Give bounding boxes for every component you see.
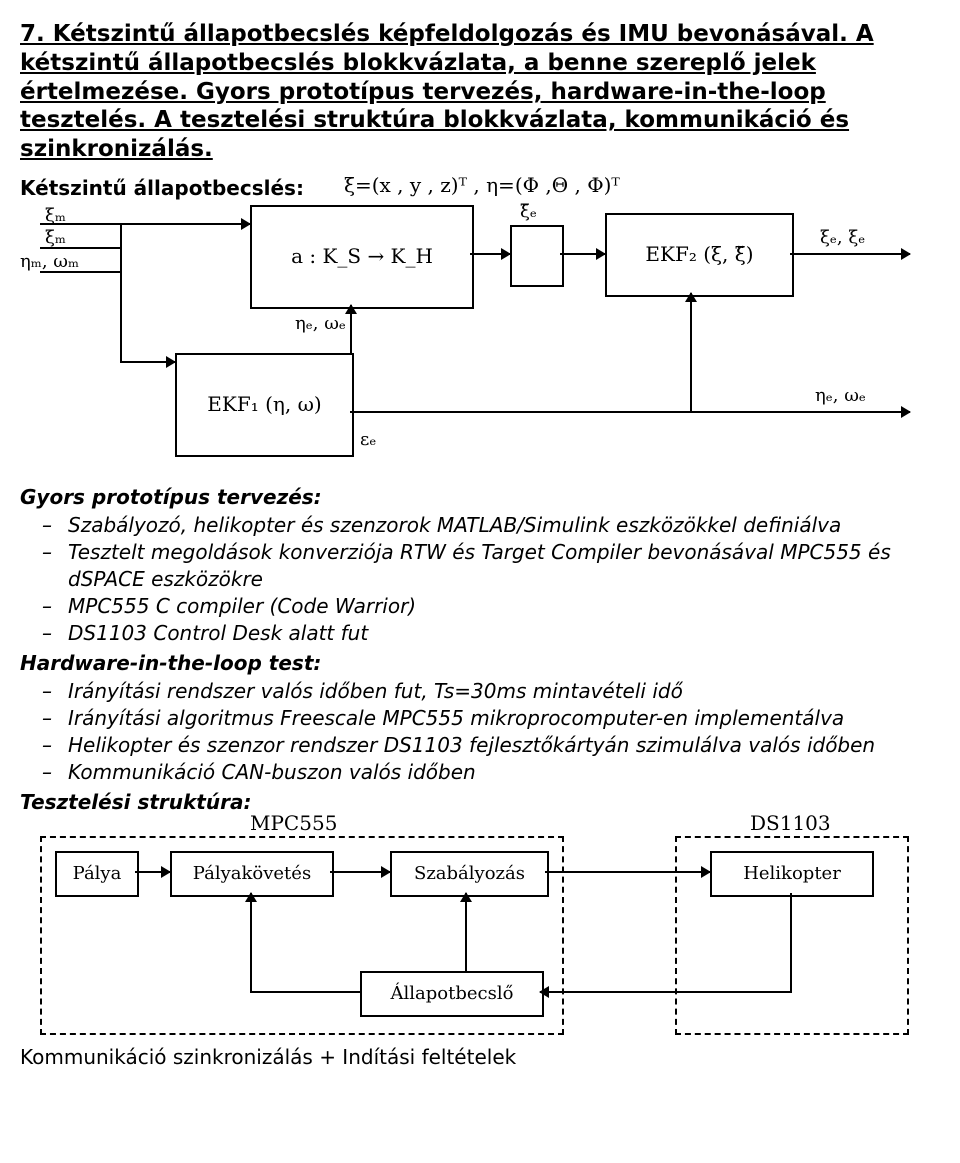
palyakovetes-text: Pályakövetés	[193, 863, 311, 886]
footer-text: Kommunikáció szinkronizálás + Indítási f…	[20, 1045, 940, 1070]
xi-ddot-box	[510, 225, 564, 287]
box-a-text: a : K_S → K_H	[291, 244, 433, 269]
title-line: szinkronizálás.	[20, 135, 940, 164]
eps-e-label: εₑ	[360, 429, 376, 452]
szabalyozas-box: Szabályozás	[390, 851, 549, 897]
eta-e-mid-label: ηₑ, ωₑ	[295, 313, 346, 336]
list-item: MPC555 C compiler (Code Warrior)	[68, 593, 940, 620]
szabalyozas-text: Szabályozás	[414, 863, 525, 886]
ds1103-label: DS1103	[750, 811, 831, 836]
list-item: Szabályozó, helikopter és szenzorok MATL…	[68, 512, 940, 539]
mpc555-label: MPC555	[250, 811, 337, 836]
box-ekf2: EKF₂ (ξ, ξ̈)	[605, 213, 794, 297]
estimation-formula: ξ=(x , y , z)ᵀ , η=(Φ ,Θ , Φ)ᵀ	[344, 173, 620, 198]
document-title: 7. Kétszintű állapotbecslés képfeldolgoz…	[20, 20, 940, 164]
hil-heading: Hardware-in-the-loop test:	[20, 651, 940, 676]
title-line: kétszintű állapotbecslés blokkvázlata, a…	[20, 49, 940, 78]
title-line: tesztelés. A tesztelési struktúra blokkv…	[20, 106, 940, 135]
two-level-estimation-diagram: ξₘ ξ̇ₘ ηₘ, ωₘ a : K_S → K_H ξ̈ₑ EKF₂ (ξ,…	[20, 205, 920, 475]
list-item: DS1103 Control Desk alatt fut	[68, 620, 940, 647]
allapotbecslo-box: Állapotbecslő	[360, 971, 544, 1017]
hil-list: Irányítási rendszer valós időben fut, Ts…	[20, 678, 940, 786]
estimation-label: Kétszintű állapotbecslés:	[20, 176, 304, 201]
box-ekf2-text: EKF₂ (ξ, ξ̈)	[645, 242, 753, 267]
list-item: Helikopter és szenzor rendszer DS1103 fe…	[68, 732, 940, 759]
allapotbecslo-text: Állapotbecslő	[391, 983, 514, 1006]
xi-ddot-label: ξ̈ₑ	[520, 201, 537, 224]
palyakovetes-box: Pályakövetés	[170, 851, 334, 897]
box-a: a : K_S → K_H	[250, 205, 474, 309]
box-ekf1-text: EKF₁ (η, ω)	[207, 392, 321, 417]
list-item: Irányítási rendszer valós időben fut, Ts…	[68, 678, 940, 705]
xi-e-out-label: ξₑ, ξ̇ₑ	[820, 227, 865, 250]
list-item: Kommunikáció CAN-buszon valós időben	[68, 759, 940, 786]
palya-text: Pálya	[73, 863, 122, 886]
title-line: értelmezése. Gyors prototípus tervezés, …	[20, 78, 940, 107]
proto-list: Szabályozó, helikopter és szenzorok MATL…	[20, 512, 940, 647]
list-item: Irányítási algoritmus Freescale MPC555 m…	[68, 705, 940, 732]
list-item: Tesztelt megoldások konverziója RTW és T…	[68, 539, 940, 593]
test-structure-diagram: MPC555 DS1103 Pálya Pályakövetés Szabály…	[20, 821, 920, 1041]
helikopter-box: Helikopter	[710, 851, 874, 897]
proto-heading: Gyors prototípus tervezés:	[20, 485, 940, 510]
title-line: 7. Kétszintű állapotbecslés képfeldolgoz…	[20, 20, 940, 49]
palya-box: Pálya	[55, 851, 139, 897]
eta-e-out-label: ηₑ, ωₑ	[815, 385, 866, 408]
estimation-row: Kétszintű állapotbecslés: ξ=(x , y , z)ᵀ…	[20, 170, 940, 201]
box-ekf1: EKF₁ (η, ω)	[175, 353, 354, 457]
helikopter-text: Helikopter	[743, 863, 841, 886]
